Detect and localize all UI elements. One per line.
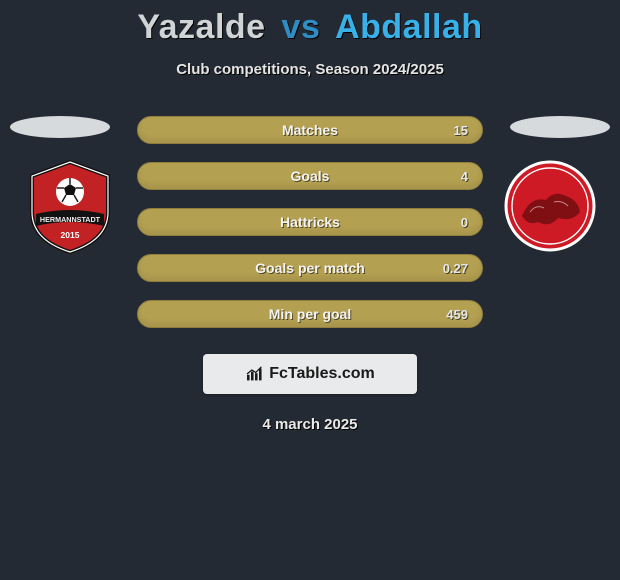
hermannstadt-crest-icon: HERMANNSTADT 2015 [20,156,120,256]
player1-name: Yazalde [137,8,265,46]
stat-label: Goals per match [255,260,365,276]
stat-row: Goals 4 [137,162,483,190]
stat-value-right: 15 [454,123,468,138]
stat-value-right: 0 [461,215,468,230]
player2-name: Abdallah [335,8,483,46]
stat-label: Goals [291,168,330,184]
crest-left-ribbon-text: HERMANNSTADT [40,215,101,224]
dinamo-crest-icon [500,156,600,256]
stat-value-right: 0.27 [443,261,468,276]
comparison-title: Yazalde vs Abdallah [0,0,620,47]
stat-label: Matches [282,122,338,138]
crest-left-year: 2015 [61,230,80,240]
stat-label: Min per goal [269,306,351,322]
comparison-date: 4 march 2025 [0,416,620,433]
branding-box: FcTables.com [203,354,417,394]
stat-row: Hattricks 0 [137,208,483,236]
season-subtitle: Club competitions, Season 2024/2025 [0,61,620,78]
vs-separator: vs [282,8,321,46]
stat-label: Hattricks [280,214,340,230]
stat-row: Min per goal 459 [137,300,483,328]
club-crest-right [500,156,600,256]
bar-chart-icon [245,366,265,382]
club-crest-left: HERMANNSTADT 2015 [20,156,120,256]
stats-stage: HERMANNSTADT 2015 Matches 15 Goals 4 Hattric… [0,116,620,328]
shadow-ellipse-left [10,116,110,138]
stat-row: Goals per match 0.27 [137,254,483,282]
stat-row: Matches 15 [137,116,483,144]
stat-value-right: 4 [461,169,468,184]
stat-rows: Matches 15 Goals 4 Hattricks 0 Goals per match… [137,116,483,328]
shadow-ellipse-right [510,116,610,138]
branding-text: FcTables.com [269,365,375,383]
stat-value-right: 459 [446,307,468,322]
